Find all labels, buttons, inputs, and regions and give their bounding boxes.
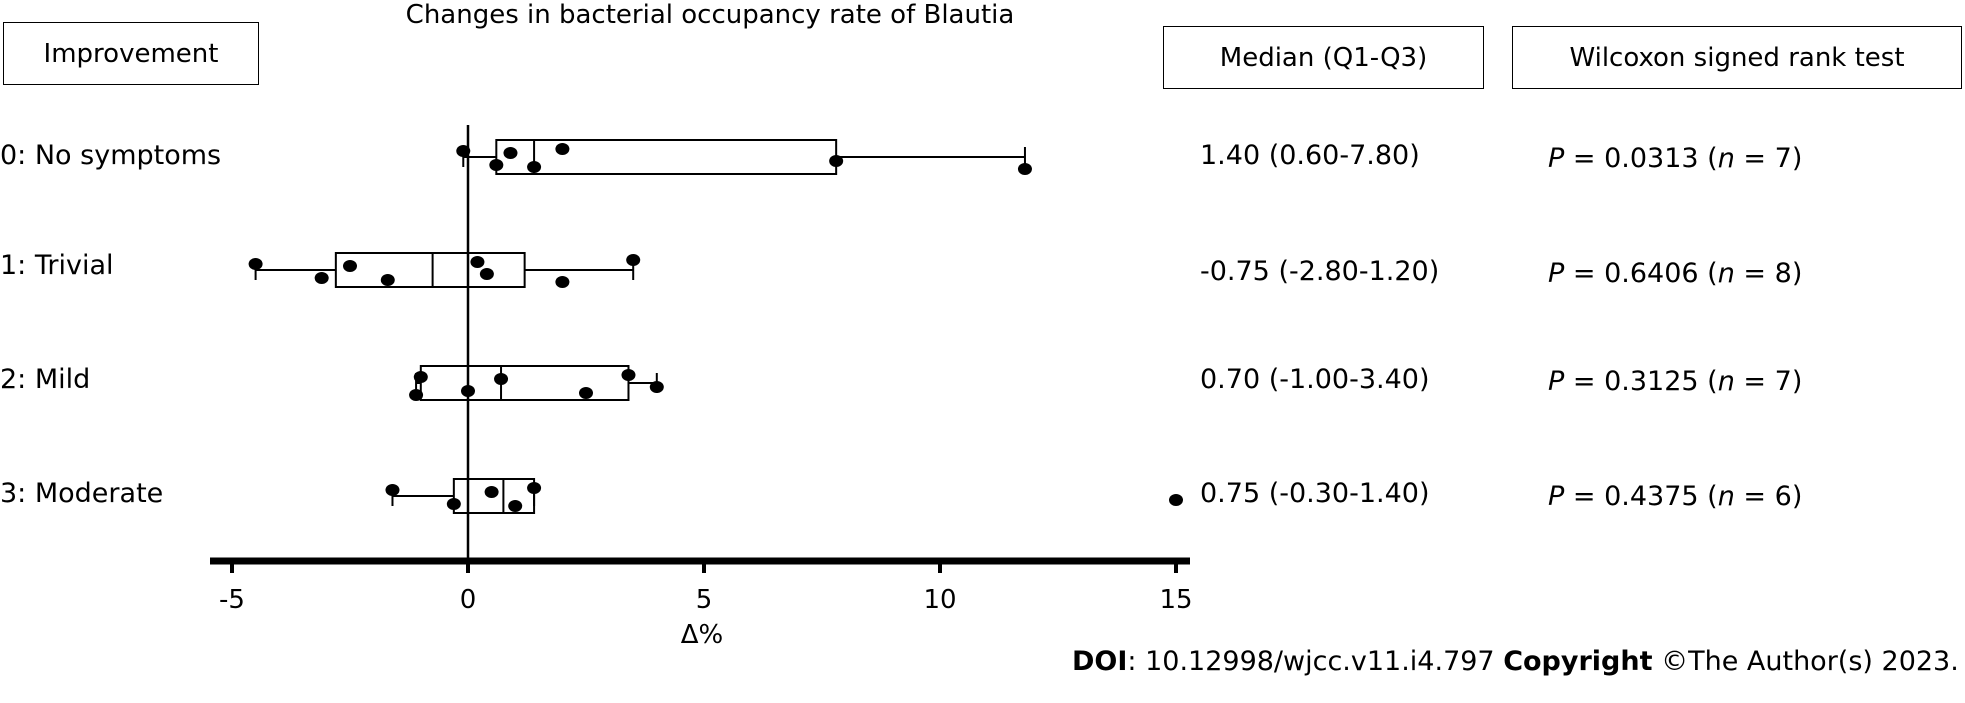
eq-symbol: = bbox=[1734, 366, 1775, 397]
group-label-2: 2: Mild bbox=[0, 364, 91, 395]
data-point bbox=[579, 387, 593, 399]
data-point bbox=[413, 371, 428, 383]
doi-value: : 10.12998/wjcc.v11.i4.797 bbox=[1127, 646, 1504, 677]
p-symbol: P bbox=[1548, 366, 1565, 397]
eq-symbol: = bbox=[1564, 143, 1605, 174]
p-value: 0.0313 bbox=[1604, 143, 1699, 174]
data-point bbox=[380, 274, 395, 286]
data-point bbox=[503, 147, 518, 159]
p-value-row-3: P = 0.4375 (n = 6) bbox=[1548, 481, 1803, 512]
median-value-3: 0.75 (-0.30-1.40) bbox=[1200, 478, 1430, 509]
eq-symbol: = bbox=[1564, 258, 1605, 289]
median-value-1: -0.75 (-2.80-1.20) bbox=[1200, 256, 1440, 287]
x-tick-label: 0 bbox=[460, 585, 477, 615]
median-value-0: 1.40 (0.60-7.80) bbox=[1200, 140, 1420, 171]
eq-symbol: = bbox=[1564, 366, 1605, 397]
data-point bbox=[479, 268, 494, 280]
median-value-2: 0.70 (-1.00-3.40) bbox=[1200, 364, 1430, 395]
data-point bbox=[385, 484, 400, 496]
p-symbol: P bbox=[1548, 143, 1565, 174]
n-symbol: n bbox=[1717, 481, 1735, 512]
chart-title: Changes in bacterial occupancy rate of B… bbox=[405, 0, 1015, 30]
eq-symbol: = bbox=[1734, 143, 1775, 174]
data-point bbox=[1169, 494, 1183, 506]
group-label-3: 3: Moderate bbox=[0, 478, 164, 509]
group-label-0: 0: No symptoms bbox=[0, 140, 222, 171]
n-value: 7 bbox=[1774, 366, 1792, 397]
iqr-box bbox=[334, 252, 526, 288]
group-label-1: 1: Trivial bbox=[0, 250, 114, 281]
p-symbol: P bbox=[1548, 258, 1565, 289]
p-value: 0.6406 bbox=[1604, 258, 1699, 289]
n-symbol: n bbox=[1717, 143, 1735, 174]
data-point bbox=[314, 272, 329, 284]
p-value-row-2: P = 0.3125 (n = 7) bbox=[1548, 366, 1803, 397]
p-symbol: P bbox=[1548, 481, 1565, 512]
data-point bbox=[527, 482, 542, 494]
data-point bbox=[456, 145, 471, 157]
data-point bbox=[446, 498, 461, 510]
iqr-box bbox=[495, 139, 838, 175]
data-point bbox=[527, 161, 542, 173]
data-point bbox=[829, 155, 844, 167]
p-value-row-1: P = 0.6406 (n = 8) bbox=[1548, 258, 1803, 289]
median-header-label: Median (Q1-Q3) bbox=[1219, 42, 1428, 73]
footer: DOI: 10.12998/wjcc.v11.i4.797 Copyright … bbox=[1072, 646, 1959, 677]
p-value: 0.3125 bbox=[1604, 366, 1699, 397]
data-point bbox=[508, 500, 523, 512]
data-point bbox=[494, 373, 509, 385]
data-point bbox=[649, 381, 664, 393]
x-axis-label: Δ% bbox=[681, 620, 724, 650]
data-point bbox=[470, 256, 485, 268]
x-tick-label: 5 bbox=[696, 585, 713, 615]
x-tick-label: 10 bbox=[923, 585, 956, 615]
improvement-header-label: Improvement bbox=[43, 38, 219, 69]
wilcoxon-header-label: Wilcoxon signed rank test bbox=[1569, 42, 1905, 73]
x-tick-label: -5 bbox=[219, 585, 245, 615]
median-header: Median (Q1-Q3) bbox=[1163, 26, 1484, 89]
n-value: 8 bbox=[1774, 258, 1792, 289]
improvement-header: Improvement bbox=[3, 22, 259, 85]
data-point bbox=[555, 143, 570, 155]
eq-symbol: = bbox=[1734, 481, 1775, 512]
iqr-box bbox=[452, 478, 536, 514]
n-value: 6 bbox=[1774, 481, 1792, 512]
n-symbol: n bbox=[1717, 366, 1735, 397]
eq-symbol: = bbox=[1564, 481, 1605, 512]
data-point bbox=[621, 369, 636, 381]
x-tick-label: 15 bbox=[1159, 585, 1192, 615]
copyright-label: Copyright bbox=[1503, 646, 1653, 677]
data-point bbox=[555, 276, 570, 288]
data-point bbox=[626, 254, 641, 266]
data-point bbox=[248, 258, 263, 270]
eq-symbol: = bbox=[1734, 258, 1775, 289]
n-value: 7 bbox=[1774, 143, 1792, 174]
p-value-row-0: P = 0.0313 (n = 7) bbox=[1548, 143, 1803, 174]
data-point bbox=[461, 385, 475, 397]
data-point bbox=[489, 159, 504, 171]
copyright-value: ©The Author(s) 2023. bbox=[1652, 646, 1959, 677]
n-symbol: n bbox=[1717, 258, 1735, 289]
doi-label: DOI bbox=[1072, 646, 1128, 677]
data-point bbox=[343, 260, 357, 272]
data-point bbox=[1017, 163, 1032, 175]
wilcoxon-header: Wilcoxon signed rank test bbox=[1512, 26, 1962, 89]
p-value: 0.4375 bbox=[1604, 481, 1699, 512]
data-point bbox=[484, 486, 499, 498]
iqr-box bbox=[419, 365, 630, 401]
data-point bbox=[409, 389, 424, 401]
